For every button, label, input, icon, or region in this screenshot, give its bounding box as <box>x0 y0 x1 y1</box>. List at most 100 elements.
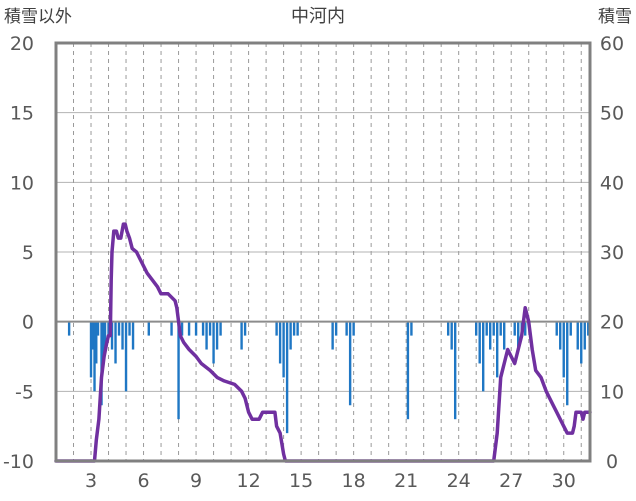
precip-bar <box>289 321 292 350</box>
snow-depth-line <box>54 222 592 463</box>
precip-bar <box>489 321 492 350</box>
precip-bar <box>345 321 348 336</box>
precip-bar <box>331 321 334 350</box>
precip-bar <box>103 321 107 350</box>
precip-bar <box>102 321 105 364</box>
x-tick-label: 15 <box>289 470 313 492</box>
right-tick-label: 50 <box>600 103 624 125</box>
precip-bar <box>194 321 198 336</box>
precip-bar <box>492 321 495 336</box>
precip-bars <box>67 321 590 434</box>
precip-bar <box>91 321 94 350</box>
precip-bar <box>107 321 110 336</box>
x-tick-label: 9 <box>190 470 202 492</box>
precip-bar <box>559 321 562 350</box>
precip-bar <box>93 321 96 392</box>
left-tick-label: 10 <box>10 172 34 194</box>
frame-border <box>54 41 592 463</box>
precip-bar <box>587 321 590 336</box>
left-tick-label: 15 <box>10 103 34 125</box>
precip-bar <box>170 321 173 336</box>
precip-bar <box>205 321 208 350</box>
precip-bar <box>450 321 453 350</box>
precip-bar <box>278 321 282 364</box>
left-tick-label: 5 <box>22 242 34 264</box>
precip-bar <box>131 321 135 350</box>
precip-bar <box>348 321 352 406</box>
precip-bar <box>187 321 191 336</box>
precip-bar <box>296 321 299 336</box>
snow-depth-series <box>54 222 592 463</box>
precip-bar <box>562 321 565 378</box>
left-tick-label: -5 <box>15 381 34 403</box>
precip-bar <box>282 321 285 378</box>
precip-bar <box>513 321 516 336</box>
precip-bar <box>474 321 478 336</box>
left-tick-label: 0 <box>22 312 34 334</box>
right-tick-label: 30 <box>600 242 624 264</box>
precip-bar <box>243 321 247 336</box>
precip-bar <box>580 321 583 364</box>
precip-bar <box>96 321 100 336</box>
right-tick-label: 20 <box>600 312 624 334</box>
precip-bar <box>67 321 71 336</box>
plot-frame <box>54 41 592 463</box>
x-tick-label: 30 <box>552 470 576 492</box>
x-tick-label: 27 <box>499 470 523 492</box>
precip-bar <box>180 321 184 336</box>
right-tick-label: 10 <box>600 381 624 403</box>
precip-bar <box>453 321 457 420</box>
precip-bar <box>275 321 278 336</box>
left-tick-label: -10 <box>3 451 34 473</box>
precip-bar <box>482 321 485 392</box>
left-axis-label: 積雪以外 <box>4 7 72 27</box>
right-tick-label: 60 <box>600 33 624 55</box>
x-tick-label: 18 <box>342 470 366 492</box>
precip-bar <box>292 321 296 336</box>
precip-bar <box>446 321 450 336</box>
precip-bar <box>352 321 355 336</box>
precip-bar <box>285 321 289 434</box>
precip-bar <box>410 321 413 336</box>
precip-bar <box>208 321 212 336</box>
precip-bar <box>124 321 128 392</box>
right-axis-label: 積雪 <box>598 7 632 27</box>
chart-title: 中河内 <box>291 6 345 27</box>
precip-bar <box>121 321 124 350</box>
x-tick-label: 12 <box>236 470 260 492</box>
x-tick-label: 24 <box>447 470 471 492</box>
precip-bar <box>503 321 506 350</box>
x-tick-label: 6 <box>137 470 149 492</box>
precip-bar <box>566 321 569 406</box>
precip-bar <box>478 321 481 364</box>
x-tick-label: 21 <box>394 470 418 492</box>
precip-bar <box>569 321 572 336</box>
precip-bar <box>128 321 131 336</box>
precip-bar <box>212 321 215 364</box>
precip-bar <box>117 321 121 336</box>
precip-bar <box>201 321 205 336</box>
x-tick-label: 3 <box>85 470 97 492</box>
precip-bar <box>147 321 150 336</box>
precip-bar <box>499 321 502 336</box>
precip-bar <box>406 321 410 420</box>
precip-bar <box>555 321 558 336</box>
precip-bar <box>576 321 579 350</box>
precip-bar <box>334 321 338 336</box>
precip-bar <box>496 321 499 378</box>
precip-bar <box>114 321 117 364</box>
precip-bar <box>517 321 520 350</box>
grid <box>56 42 590 462</box>
precip-bar <box>219 321 222 336</box>
precip-bar <box>177 321 180 420</box>
precip-bar <box>524 321 527 336</box>
precip-bar <box>95 321 98 364</box>
precip-bar <box>240 321 243 350</box>
right-tick-label: 0 <box>606 451 618 473</box>
precip-bar <box>215 321 219 350</box>
right-tick-label: 40 <box>600 172 624 194</box>
precip-bar <box>89 321 93 378</box>
precip-bar <box>485 321 488 336</box>
